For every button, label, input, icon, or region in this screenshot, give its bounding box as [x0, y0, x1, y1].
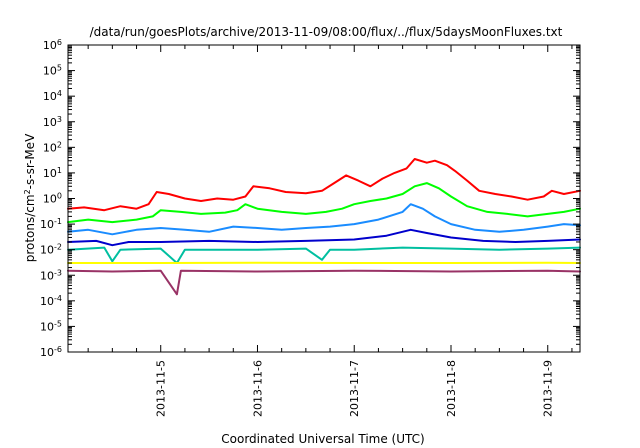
y-tick-label: 105 [43, 63, 62, 78]
series-line [67, 246, 581, 264]
series-line [67, 269, 581, 296]
y-tick-label: 10-5 [40, 319, 62, 334]
y-axis-label: protons/cm2-s-sr-MeV [23, 133, 38, 262]
series-line [67, 158, 581, 212]
y-tick-label: 102 [43, 140, 62, 155]
plot-frame [67, 44, 581, 353]
series-line [67, 203, 581, 236]
series-layer [67, 158, 581, 296]
y-tick-label: 10-4 [40, 293, 62, 308]
y-tick-label: 101 [43, 165, 62, 180]
y-tick-label: 10-3 [40, 268, 62, 283]
y-tick-label: 106 [43, 38, 62, 53]
series-line [67, 228, 581, 247]
y-tick-label: 10-6 [40, 345, 62, 360]
y-tick-label: 10-1 [40, 217, 62, 232]
x-tick-label: 2013-11-6 [251, 360, 264, 417]
x-tick-label: 2013-11-9 [542, 360, 555, 417]
x-axis-ticks: 2013-11-5 2013-11-6 2013-11-7 2013-11-8 2013… [87, 45, 573, 417]
y-tick-label: 100 [43, 191, 62, 206]
x-tick-label: 2013-11-7 [348, 360, 361, 417]
y-axis-ticks: 10-6 10-5 10-4 10-3 10-2 10-1 100 101 102 103 104 1… [40, 38, 580, 360]
x-tick-label: 2013-11-5 [155, 360, 168, 417]
y-tick-label: 104 [43, 89, 62, 104]
y-tick-label: 10-2 [40, 242, 62, 257]
chart-title: /data/run/goesPlots/archive/2013-11-09/0… [90, 25, 563, 39]
series-line [67, 182, 581, 224]
y-tick-label: 103 [43, 114, 62, 129]
x-axis-label: Coordinated Universal Time (UTC) [221, 432, 424, 446]
x-tick-label: 2013-11-8 [445, 360, 458, 417]
